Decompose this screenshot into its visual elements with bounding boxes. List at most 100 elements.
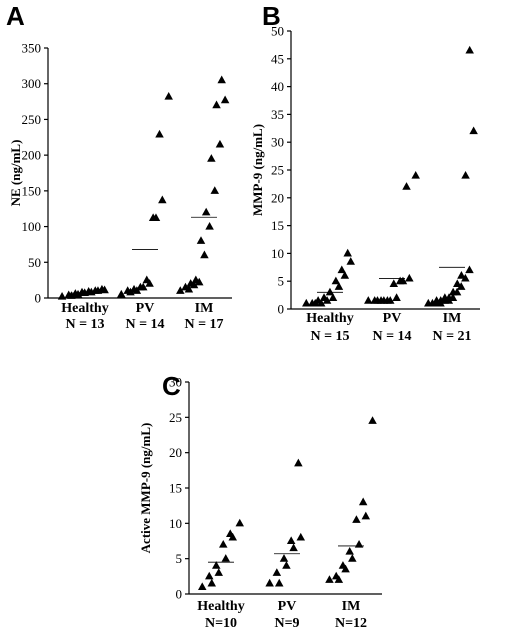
y-tick-label: 150 bbox=[22, 183, 42, 198]
category-label: IM bbox=[195, 301, 214, 316]
y-tick-label: 100 bbox=[22, 219, 42, 234]
data-point bbox=[346, 257, 355, 265]
data-point bbox=[457, 271, 466, 279]
y-axis-label: MMP-9 (ng/mL) bbox=[250, 124, 265, 216]
y-tick-label: 35 bbox=[271, 107, 284, 122]
y-tick-label: 50 bbox=[271, 24, 284, 39]
category-n-label: N=12 bbox=[335, 616, 367, 631]
category-label: IM bbox=[342, 599, 361, 614]
y-tick-label: 10 bbox=[169, 516, 182, 531]
data-point bbox=[354, 539, 364, 548]
category-n-label: N = 14 bbox=[125, 317, 164, 332]
data-point bbox=[345, 547, 354, 555]
data-point bbox=[395, 276, 405, 285]
data-point bbox=[220, 95, 230, 104]
data-point bbox=[181, 282, 190, 291]
y-tick-label: 20 bbox=[271, 190, 284, 205]
data-point bbox=[383, 296, 392, 304]
category-n-label: N = 17 bbox=[184, 317, 223, 332]
data-point bbox=[184, 284, 194, 293]
y-tick-label: 45 bbox=[271, 51, 284, 66]
data-point bbox=[198, 582, 207, 590]
data-point bbox=[221, 554, 230, 562]
data-point bbox=[155, 129, 164, 138]
data-point bbox=[465, 45, 474, 54]
data-point bbox=[214, 568, 223, 576]
y-axis-label: NE (ng/mL) bbox=[8, 140, 23, 207]
data-point bbox=[117, 289, 126, 298]
data-point bbox=[286, 536, 296, 545]
category-n-label: N=10 bbox=[205, 616, 237, 631]
y-tick-label: 30 bbox=[271, 135, 284, 150]
data-point bbox=[219, 539, 228, 548]
category-label: Healthy bbox=[197, 599, 244, 614]
y-tick-label: 5 bbox=[278, 274, 285, 289]
panel-c: C 0 5 10 15 20 25 30 Active MMP-9 (ng/mL) Healthy… bbox=[138, 371, 382, 631]
data-point bbox=[376, 296, 386, 304]
data-point bbox=[265, 578, 274, 587]
data-point bbox=[313, 296, 323, 304]
data-point bbox=[200, 250, 209, 259]
data-point bbox=[129, 284, 139, 293]
category-n-label: N=9 bbox=[274, 616, 299, 631]
data-point bbox=[411, 170, 420, 179]
data-point bbox=[136, 282, 145, 291]
category-label: PV bbox=[383, 311, 402, 326]
data-point bbox=[392, 293, 401, 301]
data-point bbox=[325, 287, 335, 296]
data-point bbox=[331, 276, 341, 285]
data-point bbox=[97, 284, 107, 293]
data-point bbox=[207, 578, 216, 587]
data-point bbox=[405, 273, 414, 282]
y-tick-label: 5 bbox=[176, 551, 183, 566]
panel-letter: A bbox=[6, 1, 25, 31]
y-tick-label: 15 bbox=[271, 218, 284, 233]
data-point bbox=[294, 458, 303, 467]
data-point bbox=[444, 293, 454, 301]
data-point bbox=[210, 186, 220, 194]
data-point bbox=[461, 170, 470, 179]
data-point bbox=[123, 286, 132, 294]
category-label: Healthy bbox=[306, 311, 353, 326]
data-point bbox=[235, 518, 244, 527]
panel-letter: B bbox=[262, 1, 281, 31]
y-tick-label: 0 bbox=[278, 302, 285, 317]
category-label: IM bbox=[443, 311, 462, 326]
data-point bbox=[348, 554, 357, 562]
data-point bbox=[328, 293, 338, 301]
data-point bbox=[364, 296, 373, 304]
data-point bbox=[194, 277, 204, 286]
data-point bbox=[64, 290, 73, 299]
data-point bbox=[352, 515, 361, 523]
data-point bbox=[212, 561, 221, 569]
data-point bbox=[296, 532, 306, 541]
data-point bbox=[319, 293, 329, 301]
category-n-label: N = 15 bbox=[310, 329, 349, 344]
data-point bbox=[453, 279, 462, 288]
y-tick-label: 250 bbox=[22, 112, 42, 127]
data-point bbox=[217, 75, 226, 84]
y-tick-label: 0 bbox=[176, 587, 183, 602]
category-label: PV bbox=[278, 599, 297, 614]
y-tick-label: 350 bbox=[22, 41, 42, 56]
data-point bbox=[334, 282, 344, 290]
data-point bbox=[212, 100, 221, 109]
y-tick-label: 40 bbox=[271, 79, 284, 94]
y-tick-label: 200 bbox=[22, 148, 42, 163]
y-tick-label: 20 bbox=[169, 445, 182, 460]
data-point bbox=[176, 286, 185, 294]
data-point bbox=[358, 497, 368, 506]
data-point bbox=[302, 298, 311, 307]
data-point bbox=[282, 561, 291, 569]
data-point bbox=[191, 275, 201, 284]
data-point bbox=[307, 298, 317, 307]
category-n-label: N = 21 bbox=[432, 329, 471, 344]
data-point bbox=[91, 286, 100, 294]
data-point bbox=[205, 221, 214, 230]
data-point bbox=[469, 126, 478, 135]
y-tick-label: 10 bbox=[271, 246, 284, 261]
y-tick-label: 25 bbox=[169, 410, 182, 425]
y-tick-label: 50 bbox=[28, 255, 41, 270]
y-axis-label: Active MMP-9 (ng/mL) bbox=[138, 423, 153, 554]
